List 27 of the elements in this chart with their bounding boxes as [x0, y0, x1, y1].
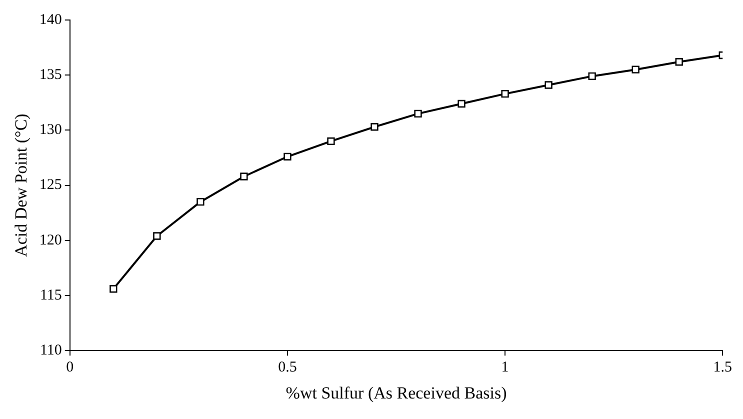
point: [675, 58, 683, 66]
point: [501, 90, 509, 98]
point: [458, 100, 466, 108]
point: [544, 81, 552, 89]
point: [284, 152, 292, 160]
x-tick-label: 0.5: [278, 360, 297, 376]
x-tick-label: 1: [501, 360, 509, 376]
point: [414, 110, 422, 118]
point: [327, 137, 335, 146]
y-axis-title: Acid Dew Point (°C): [12, 114, 31, 257]
y-tick-label: 120: [39, 232, 62, 248]
point: [110, 285, 118, 293]
y-tick-label: 130: [39, 122, 62, 138]
point: [370, 123, 378, 131]
point: [240, 172, 248, 180]
x-tick-label: 0: [66, 360, 74, 376]
x-tick-label: 1.5: [713, 360, 732, 376]
point: [196, 198, 204, 206]
x-axis-title: %wt Sulfur (As Received Basis): [286, 383, 507, 402]
y-tick-label: 110: [40, 342, 62, 359]
y-tick-label: 135: [39, 67, 62, 84]
y-tick-label: 125: [39, 177, 62, 194]
y-tick-label: 140: [39, 12, 62, 28]
point: [588, 72, 596, 80]
y-tick-label: 115: [40, 287, 62, 304]
point: [632, 66, 640, 74]
point: [153, 232, 161, 240]
